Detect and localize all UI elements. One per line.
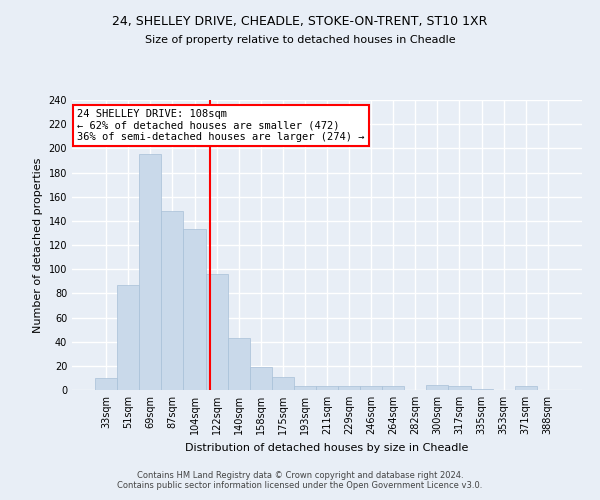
Bar — [184, 230, 206, 390]
Bar — [470, 389, 493, 390]
Text: 24 SHELLEY DRIVE: 108sqm
← 62% of detached houses are smaller (472)
36% of semi-: 24 SHELLEY DRIVE: 108sqm ← 62% of detach… — [77, 108, 365, 142]
Bar — [338, 386, 360, 390]
Bar — [139, 154, 161, 390]
Bar — [95, 378, 117, 390]
Text: Contains HM Land Registry data © Crown copyright and database right 2024.
Contai: Contains HM Land Registry data © Crown c… — [118, 470, 482, 490]
X-axis label: Distribution of detached houses by size in Cheadle: Distribution of detached houses by size … — [185, 442, 469, 452]
Bar — [161, 211, 184, 390]
Text: 24, SHELLEY DRIVE, CHEADLE, STOKE-ON-TRENT, ST10 1XR: 24, SHELLEY DRIVE, CHEADLE, STOKE-ON-TRE… — [112, 15, 488, 28]
Bar — [316, 386, 338, 390]
Bar — [360, 386, 382, 390]
Bar — [272, 376, 294, 390]
Text: Size of property relative to detached houses in Cheadle: Size of property relative to detached ho… — [145, 35, 455, 45]
Bar — [427, 385, 448, 390]
Bar — [448, 386, 470, 390]
Bar — [382, 386, 404, 390]
Bar — [117, 285, 139, 390]
Bar — [250, 367, 272, 390]
Y-axis label: Number of detached properties: Number of detached properties — [33, 158, 43, 332]
Bar — [515, 386, 537, 390]
Bar — [206, 274, 227, 390]
Bar — [227, 338, 250, 390]
Bar — [294, 386, 316, 390]
